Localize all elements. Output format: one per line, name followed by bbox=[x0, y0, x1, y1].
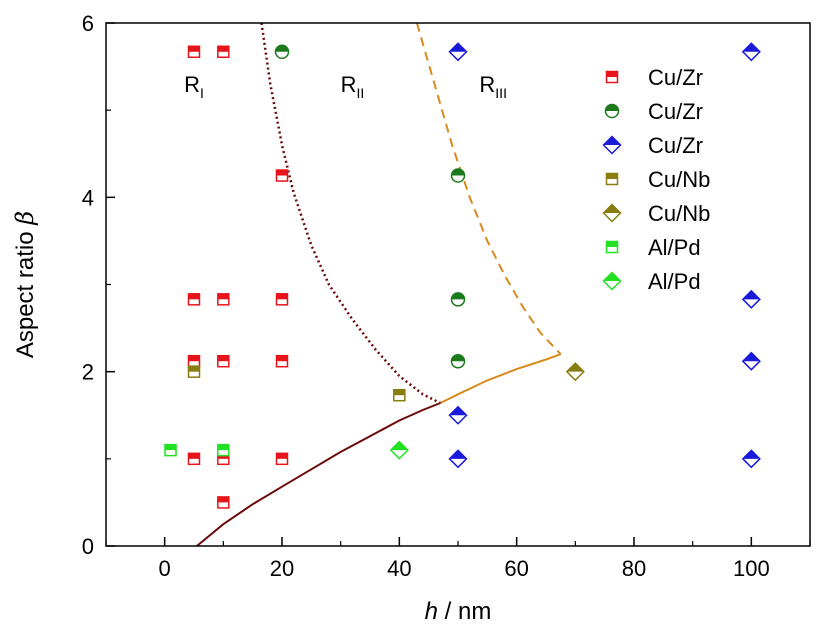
data-point-cu-zr-diamond bbox=[448, 42, 468, 62]
data-point-cu-zr-circle bbox=[450, 292, 466, 307]
x-axis-variable: h bbox=[425, 598, 438, 625]
boundary-curve-dotted bbox=[260, 22, 441, 405]
legend-marker bbox=[602, 271, 622, 291]
legend-marker bbox=[605, 172, 619, 186]
y-tick-label: 4 bbox=[82, 185, 94, 210]
legend-label: Cu/Zr bbox=[648, 133, 703, 158]
x-axis-unit: / nm bbox=[438, 598, 491, 625]
data-point-al-pd-square bbox=[217, 443, 230, 457]
data-point-cu-zr-square bbox=[275, 293, 289, 306]
y-axis-label: Aspect ratio β bbox=[11, 211, 39, 358]
data-point-cu-zr-diamond bbox=[741, 289, 761, 309]
x-tick-label: 40 bbox=[387, 556, 411, 581]
legend-marker bbox=[602, 135, 622, 155]
data-point-cu-zr-square bbox=[275, 452, 289, 466]
y-tick-label: 2 bbox=[82, 360, 94, 385]
data-point-cu-zr-diamond bbox=[448, 405, 468, 425]
legend-marker bbox=[605, 240, 619, 254]
y-axis-symbol: β bbox=[11, 211, 39, 226]
legend-label: Cu/Nb bbox=[648, 167, 710, 192]
data-point-cu-nb-square bbox=[187, 365, 201, 378]
x-axis-label: h / nm bbox=[425, 598, 492, 625]
axis-ticks: 0 20 40 60 80 100 0 2 4 6 bbox=[82, 11, 811, 581]
data-point-cu-zr-diamond bbox=[741, 351, 761, 371]
y-axis-text: Aspect ratio bbox=[12, 225, 39, 358]
legend-label: Cu/Zr bbox=[648, 99, 703, 124]
data-point-cu-zr-circle bbox=[274, 44, 290, 60]
data-point-cu-zr-square bbox=[217, 45, 230, 59]
data-point-cu-zr-square bbox=[187, 45, 201, 59]
data-point-cu-zr-square bbox=[275, 169, 289, 182]
legend-label: Al/Pd bbox=[648, 269, 701, 294]
data-point-cu-zr-square bbox=[187, 293, 201, 306]
data-point-cu-zr-diamond bbox=[448, 449, 468, 469]
data-point-cu-zr-square bbox=[187, 354, 201, 368]
region-label: RI bbox=[184, 72, 204, 101]
legend: Cu/Zr Cu/Zr Cu/Zr Cu/Nb Cu/Nb Al/Pd Al/Pd bbox=[602, 65, 710, 294]
region-label: RII bbox=[341, 72, 365, 101]
x-tick-label: 0 bbox=[159, 556, 171, 581]
data-point-al-pd-diamond bbox=[389, 440, 409, 460]
y-tick-label: 0 bbox=[82, 534, 94, 559]
legend-marker bbox=[604, 103, 620, 119]
x-tick-label: 80 bbox=[622, 556, 646, 581]
data-points bbox=[164, 42, 761, 509]
region-label: RIII bbox=[479, 72, 507, 101]
data-point-cu-zr-diamond bbox=[741, 42, 761, 62]
data-point-cu-zr-circle bbox=[450, 168, 466, 183]
data-point-cu-zr-square bbox=[217, 496, 230, 509]
x-tick-label: 60 bbox=[504, 556, 528, 581]
x-tick-label: 20 bbox=[270, 556, 294, 581]
boundary-curve-solid bbox=[196, 402, 441, 547]
data-point-al-pd-square bbox=[164, 443, 177, 457]
data-point-cu-zr-square bbox=[217, 293, 230, 306]
data-point-cu-zr-diamond bbox=[741, 449, 761, 469]
data-point-cu-zr-square bbox=[275, 354, 289, 368]
legend-marker bbox=[605, 70, 619, 84]
data-point-cu-zr-square bbox=[217, 354, 230, 368]
data-point-cu-zr-circle bbox=[450, 353, 466, 369]
data-point-cu-nb-square bbox=[393, 388, 406, 402]
boundary-curve-solid bbox=[439, 353, 562, 404]
x-tick-label: 100 bbox=[733, 556, 770, 581]
legend-marker bbox=[602, 203, 622, 223]
boundary-curve-dashed bbox=[415, 22, 562, 355]
data-point-cu-nb-diamond bbox=[565, 362, 585, 382]
data-point-cu-zr-square bbox=[187, 452, 201, 466]
legend-label: Cu/Zr bbox=[648, 65, 703, 90]
region-labels: RI RII RIII bbox=[184, 72, 507, 101]
legend-label: Al/Pd bbox=[648, 235, 701, 260]
legend-label: Cu/Nb bbox=[648, 201, 710, 226]
y-tick-label: 6 bbox=[82, 11, 94, 36]
boundary-curves bbox=[196, 22, 562, 547]
